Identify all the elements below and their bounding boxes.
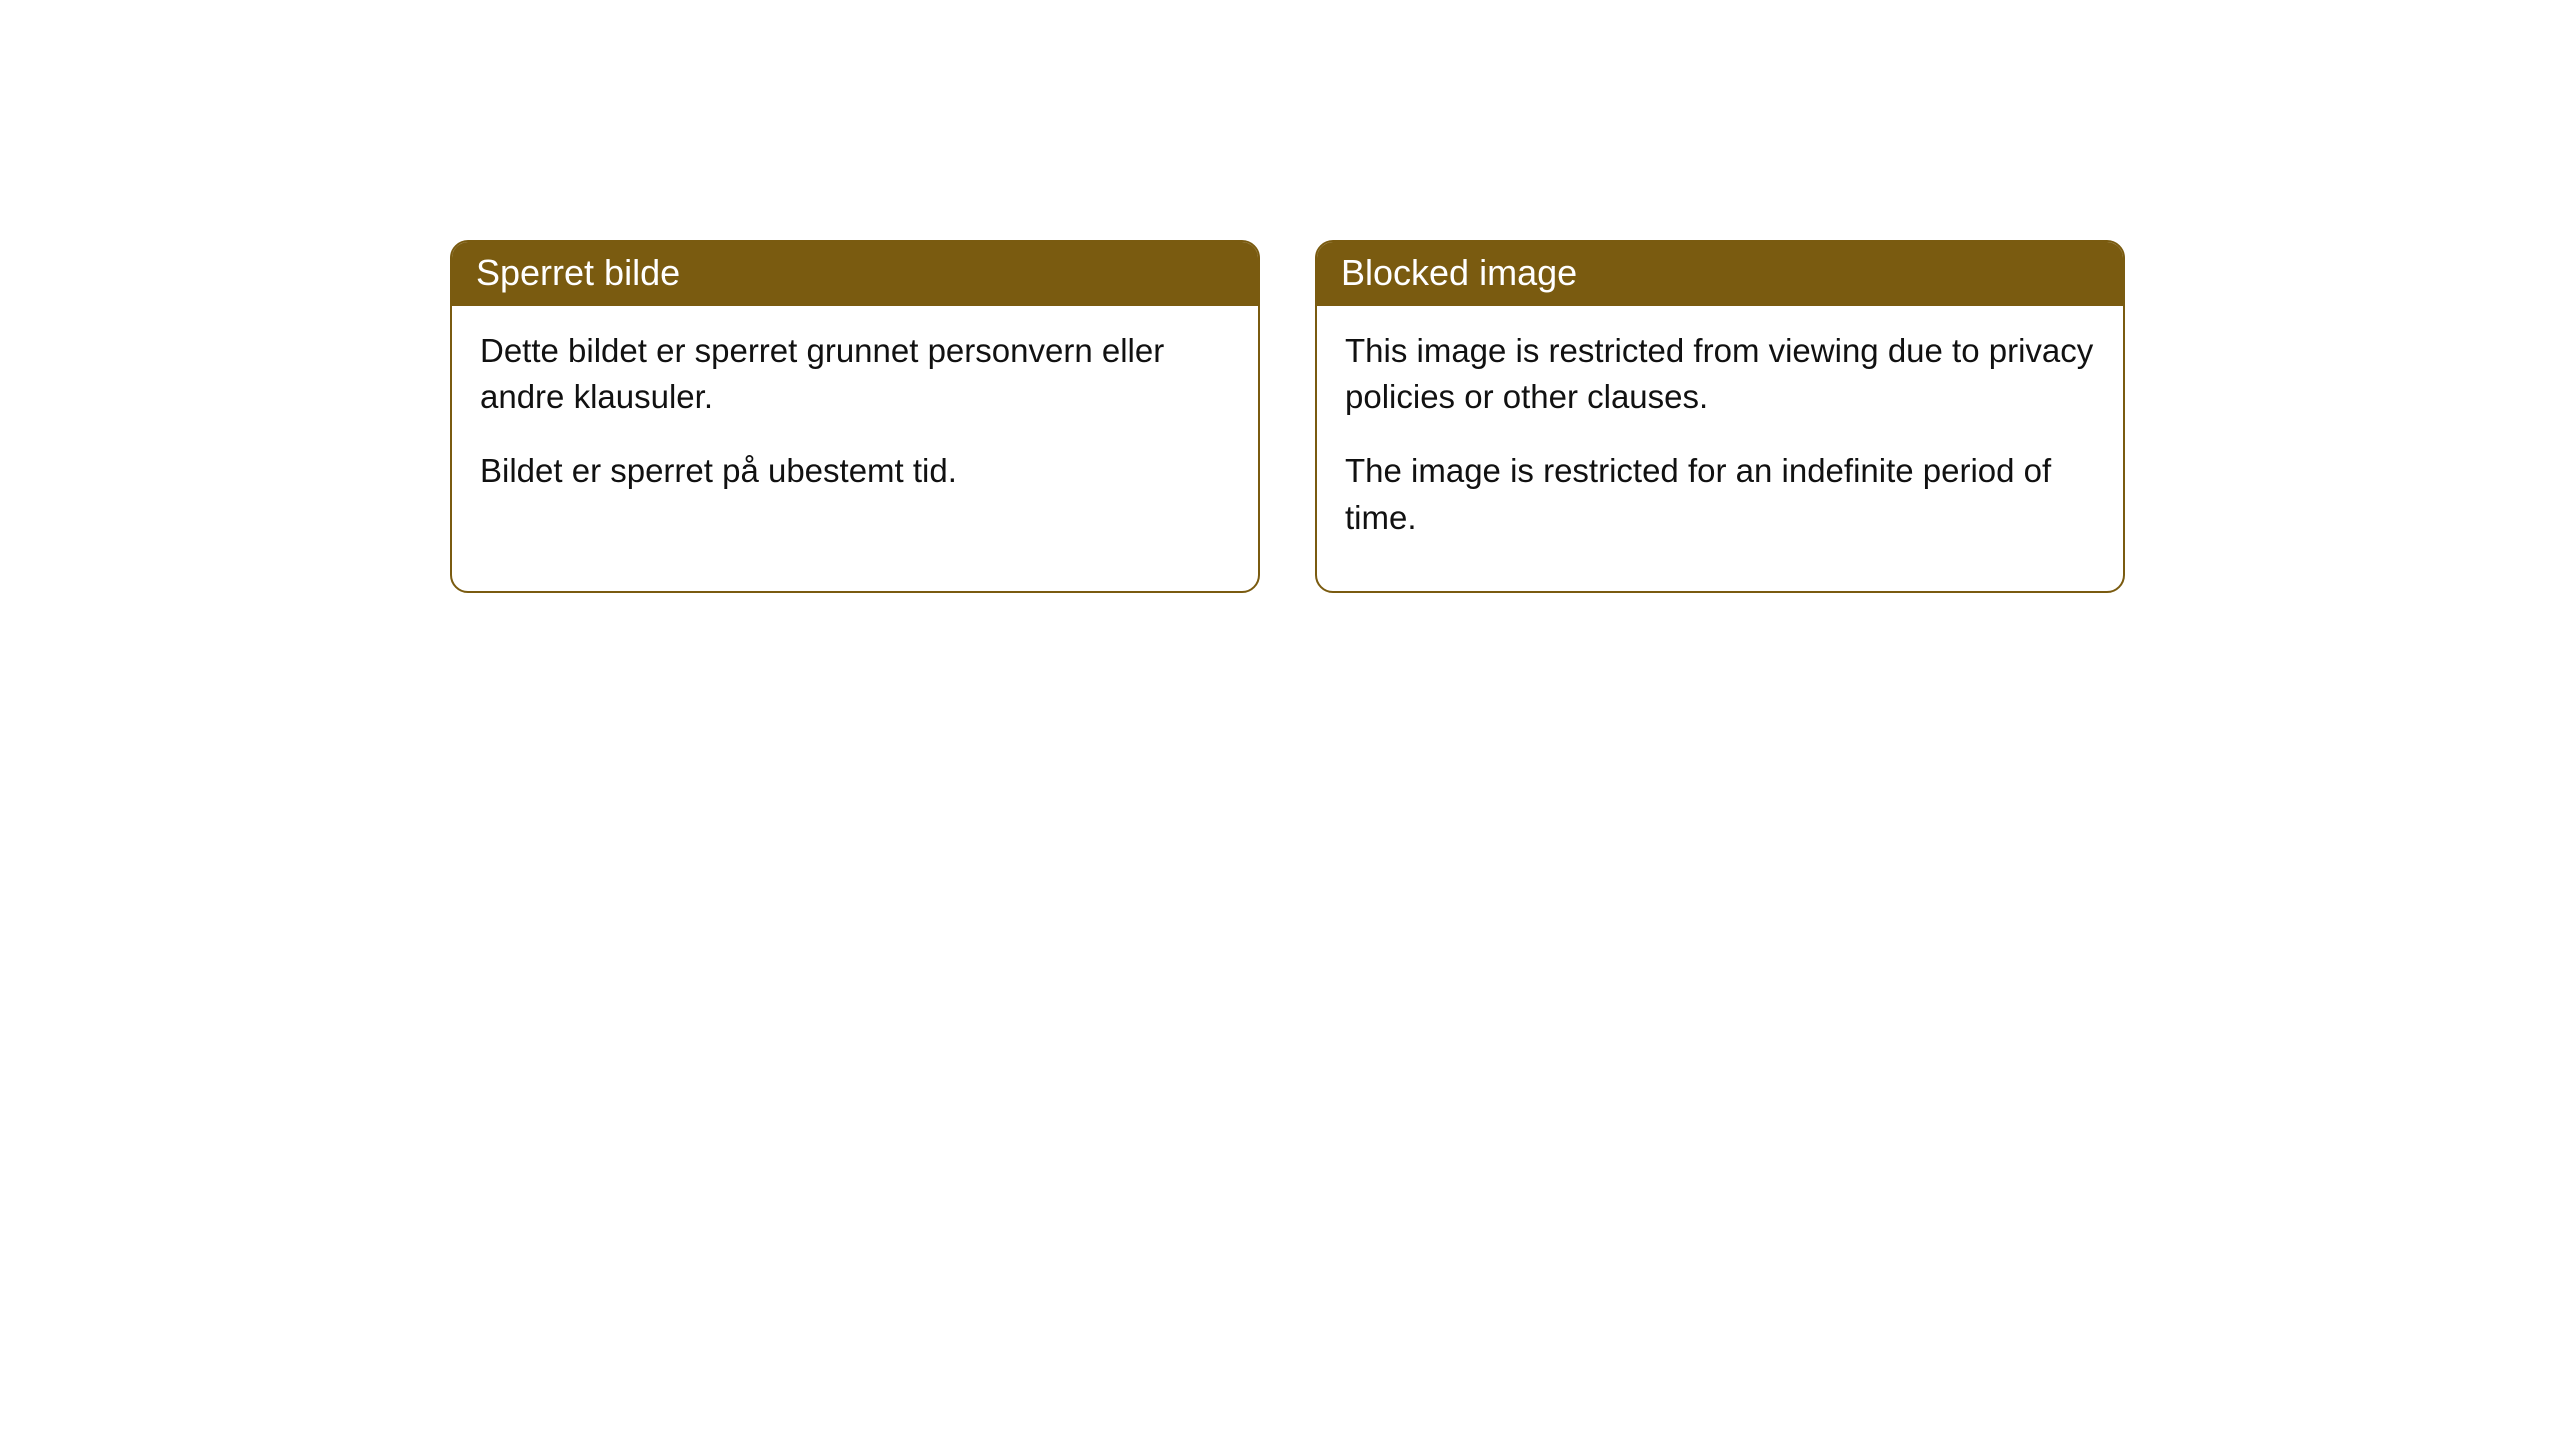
card-paragraph: The image is restricted for an indefinit… (1345, 448, 2095, 540)
notice-card-english: Blocked image This image is restricted f… (1315, 240, 2125, 593)
notice-card-norwegian: Sperret bilde Dette bildet er sperret gr… (450, 240, 1260, 593)
card-paragraph: Bildet er sperret på ubestemt tid. (480, 448, 1230, 494)
card-paragraph: Dette bildet er sperret grunnet personve… (480, 328, 1230, 420)
card-body: This image is restricted from viewing du… (1317, 306, 2123, 591)
card-body: Dette bildet er sperret grunnet personve… (452, 306, 1258, 545)
card-title: Sperret bilde (476, 252, 680, 293)
card-paragraph: This image is restricted from viewing du… (1345, 328, 2095, 420)
card-header: Sperret bilde (452, 242, 1258, 306)
notice-cards-container: Sperret bilde Dette bildet er sperret gr… (450, 240, 2125, 593)
card-header: Blocked image (1317, 242, 2123, 306)
card-title: Blocked image (1341, 252, 1577, 293)
